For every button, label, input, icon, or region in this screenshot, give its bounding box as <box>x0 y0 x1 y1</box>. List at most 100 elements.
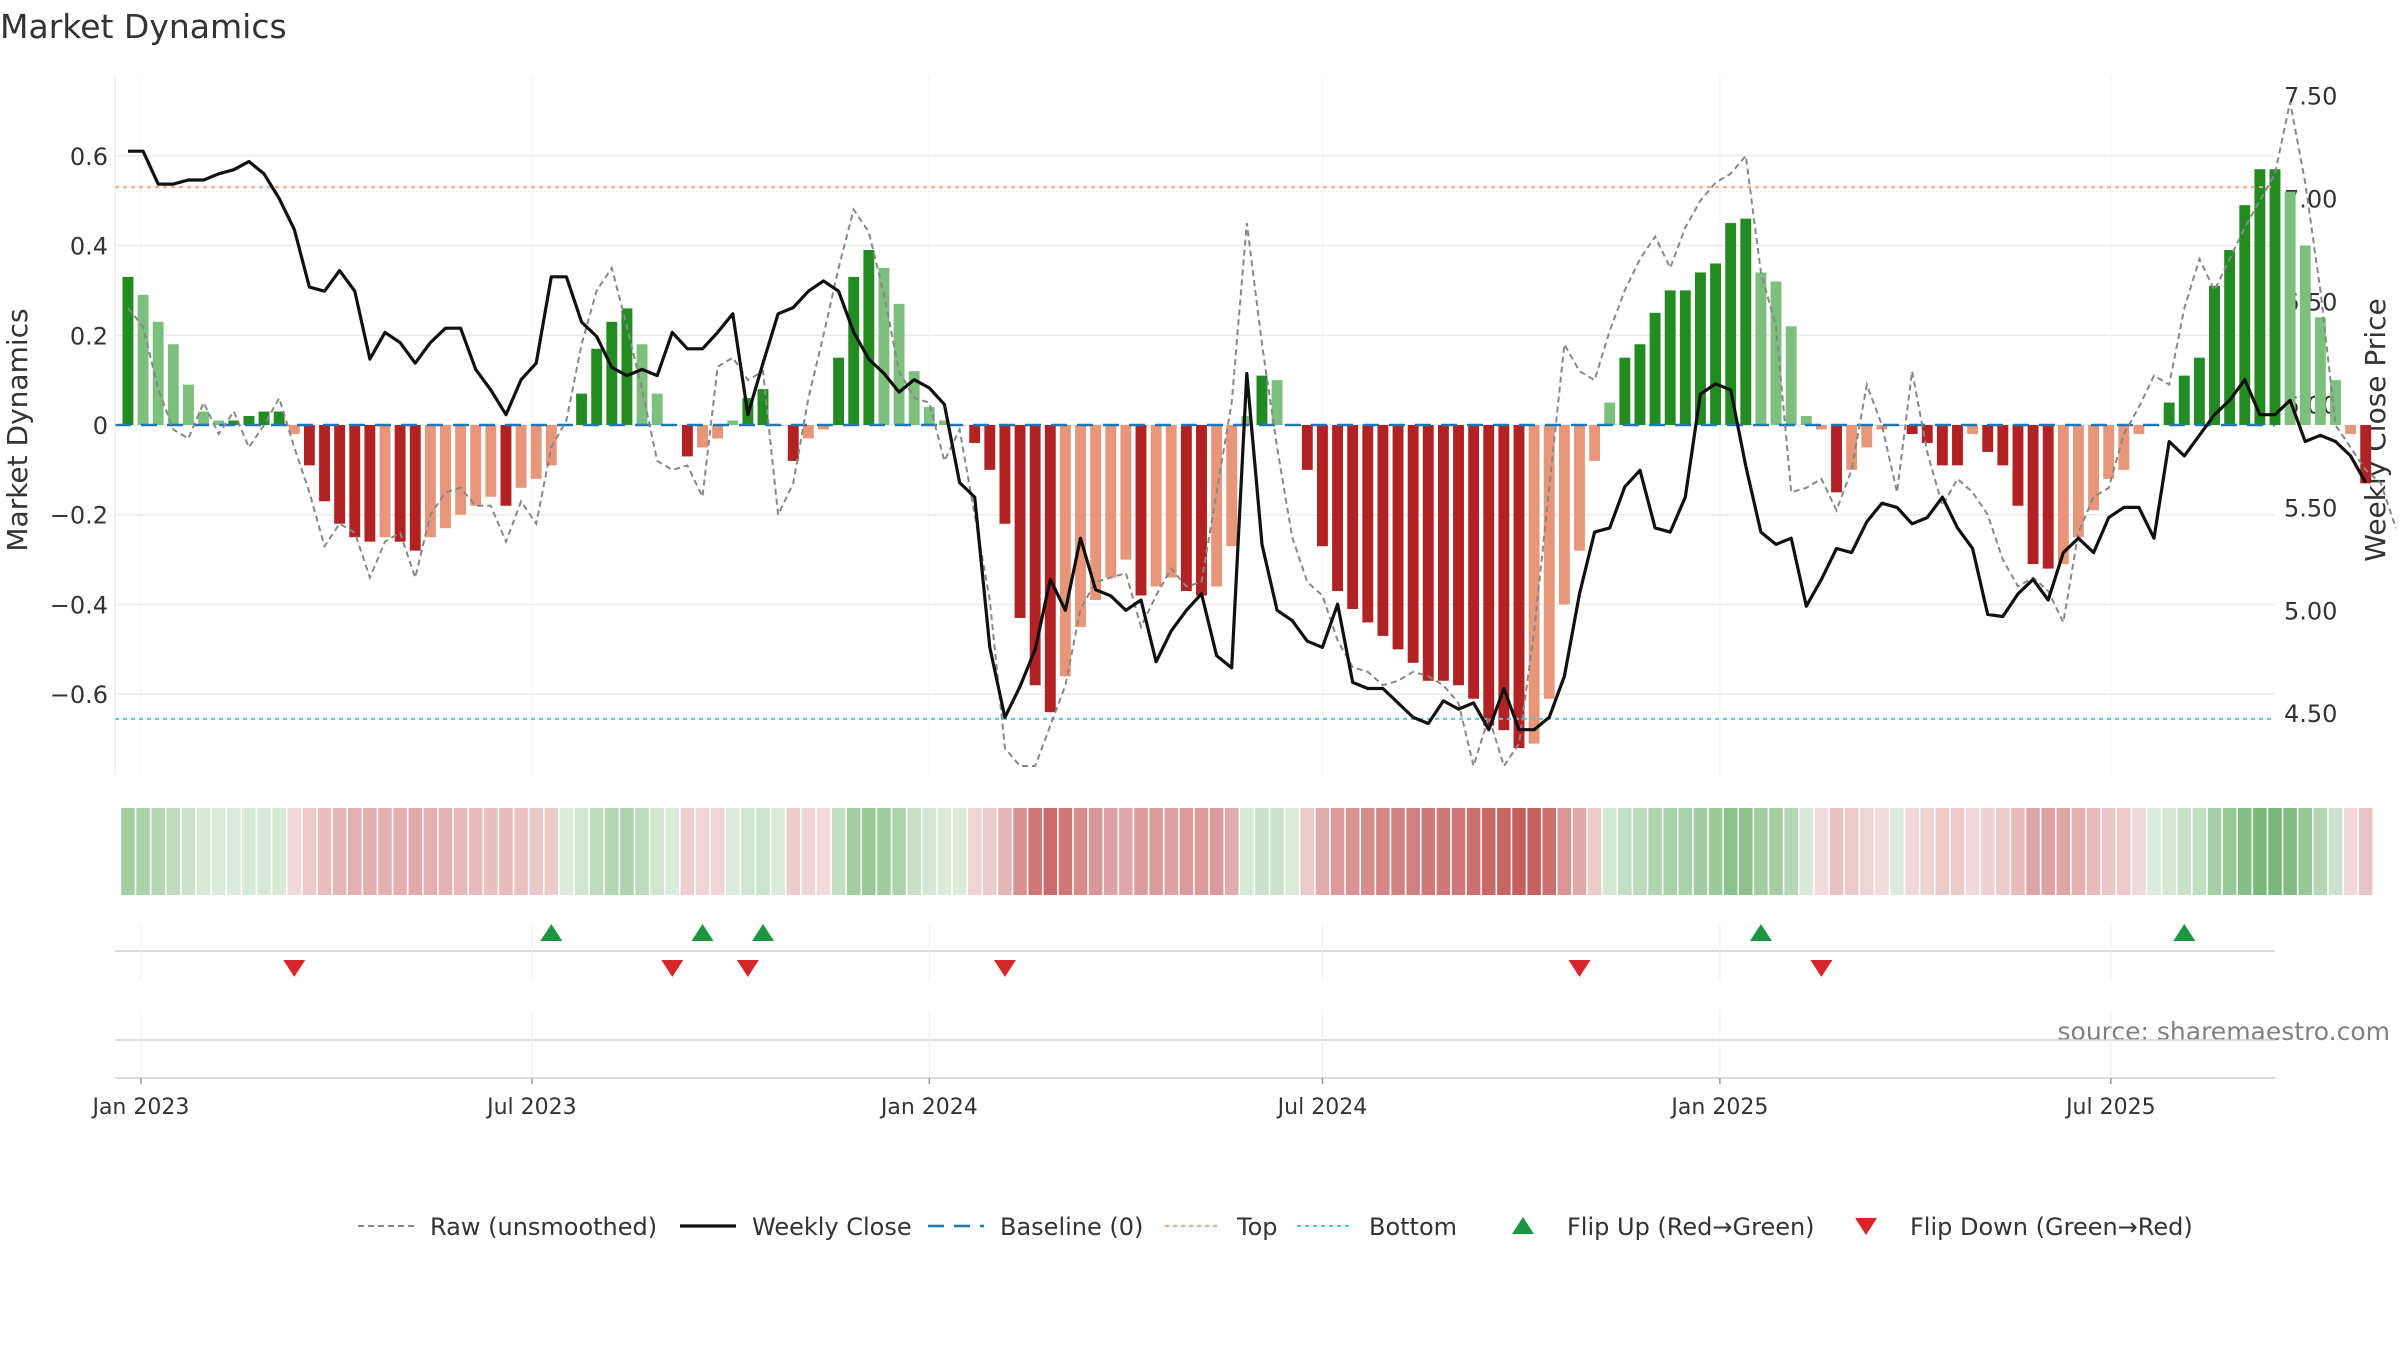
strip-cell <box>786 808 800 895</box>
strip-cell <box>1587 808 1602 895</box>
strip-cell <box>196 808 211 895</box>
dynamics-bar <box>1770 281 1782 425</box>
strip-cell <box>1663 808 1677 895</box>
strip-cell <box>695 808 710 895</box>
strip-cell <box>1996 808 2010 895</box>
strip-cell <box>2162 808 2176 895</box>
dynamics-bar <box>1815 425 1827 430</box>
dynamics-bar <box>1437 425 1449 681</box>
strip-cell <box>2343 808 2358 895</box>
x-tick-label: Jul 2024 <box>1276 1095 1368 1120</box>
dynamics-bar <box>712 425 724 439</box>
strip-cell <box>1980 808 1995 895</box>
x-tick-label: Jul 2023 <box>485 1095 577 1120</box>
dynamics-bar <box>258 411 270 425</box>
strip-cell <box>831 808 846 895</box>
dynamics-bar <box>2224 250 2236 425</box>
flip-down-marker <box>736 960 759 977</box>
strip-cell <box>302 808 317 895</box>
dynamics-bar <box>440 425 451 529</box>
dynamics-bar <box>606 321 618 425</box>
x-axis: Jan 2023 Jul 2023 Jan 2024 Jul 2024 Jan 2025… <box>90 1010 2275 1120</box>
dynamics-bar <box>681 425 693 457</box>
dynamics-bar <box>1332 425 1344 592</box>
flip-markers-panel <box>115 924 2275 980</box>
strip-cell <box>862 808 876 895</box>
dynamics-bar <box>1498 425 1510 731</box>
strip-cell <box>1542 808 1556 895</box>
strip-cell <box>2101 808 2116 895</box>
flip-down-marker <box>1568 960 1591 977</box>
dynamics-bar <box>1710 263 1722 425</box>
dynamics-bar <box>2299 245 2311 425</box>
dynamics-bar <box>1679 290 1691 425</box>
legend-item: Flip Down (Green→Red) <box>1855 1213 2193 1241</box>
dynamics-bar <box>1982 425 1994 452</box>
dynamics-bar <box>1468 425 1480 699</box>
dynamics-bar <box>545 425 557 466</box>
strip-cell <box>1784 808 1798 895</box>
dynamics-bar <box>409 425 421 551</box>
dynamics-bar <box>1755 272 1767 425</box>
strip-cell <box>1270 808 1284 895</box>
dynamics-bar <box>818 425 829 430</box>
dynamics-bar <box>1906 425 1918 434</box>
strip-cell <box>136 808 150 895</box>
strip-cell <box>2147 808 2161 895</box>
strip-cell <box>650 808 664 895</box>
source-label: source: sharemaestro.com <box>2058 1017 2391 1046</box>
strip-cell <box>1618 808 1632 895</box>
dynamics-bar <box>1075 425 1086 627</box>
strip-cell <box>1406 808 1420 895</box>
dynamics-bar <box>2072 425 2084 538</box>
dynamics-bar <box>1846 425 1858 470</box>
dynamics-bar <box>1558 425 1570 605</box>
strip-cell <box>741 808 755 895</box>
dynamics-bar <box>303 425 315 466</box>
strip-cell <box>2358 808 2373 895</box>
dynamics-bar <box>1921 425 1933 443</box>
dynamics-bar <box>1589 425 1601 461</box>
legend: Raw (unsmoothed) Weekly Close Baseline (0)… <box>358 1213 2193 1241</box>
strip-cell <box>680 808 695 895</box>
legend-item: Baseline (0) <box>928 1213 1143 1241</box>
dynamics-bar <box>288 425 300 434</box>
strip-cell <box>1073 808 1088 895</box>
strip-cell <box>1769 808 1783 895</box>
dynamics-bar <box>1029 425 1041 686</box>
strip-cell <box>242 808 256 895</box>
dynamics-bar <box>2012 425 2024 506</box>
dynamics-bar <box>1090 425 1102 600</box>
strip-cell <box>665 808 680 895</box>
strip-cell <box>1920 808 1934 895</box>
strip-cell <box>1134 808 1148 895</box>
strip-cell <box>499 808 513 895</box>
strip-cell <box>1088 808 1103 895</box>
y-left-tick-label: 0.2 <box>70 322 108 350</box>
legend-label: Flip Down (Green→Red) <box>1910 1213 2193 1241</box>
legend-flip-down-icon <box>1855 1218 1877 1235</box>
y-right-tick-label: 7.50 <box>2284 83 2337 111</box>
dynamics-bar <box>424 425 436 538</box>
strip-cell <box>2056 808 2071 895</box>
flip-up-marker <box>540 924 563 941</box>
strip-cell <box>620 808 634 895</box>
dynamics-bar <box>727 420 739 425</box>
strip-cell <box>121 808 135 895</box>
x-tick-label: Jan 2025 <box>1669 1095 1768 1120</box>
dynamics-bar <box>319 425 330 502</box>
dynamics-bar <box>1059 425 1071 677</box>
strip-cell <box>559 808 574 895</box>
dynamics-bar <box>2360 425 2372 484</box>
dynamics-bar <box>1392 425 1404 650</box>
strip-cell <box>589 808 604 895</box>
flip-down-marker <box>661 960 684 977</box>
dynamics-bar <box>1952 425 1963 466</box>
y-left-tick-label: 0.6 <box>70 143 108 171</box>
strip-cell <box>2222 808 2237 895</box>
strip-cell <box>1799 808 1814 895</box>
strip-cell <box>1436 808 1451 895</box>
legend-label: Top <box>1236 1213 1278 1241</box>
dynamics-bar <box>1196 425 1207 596</box>
strip-cell <box>423 808 438 895</box>
